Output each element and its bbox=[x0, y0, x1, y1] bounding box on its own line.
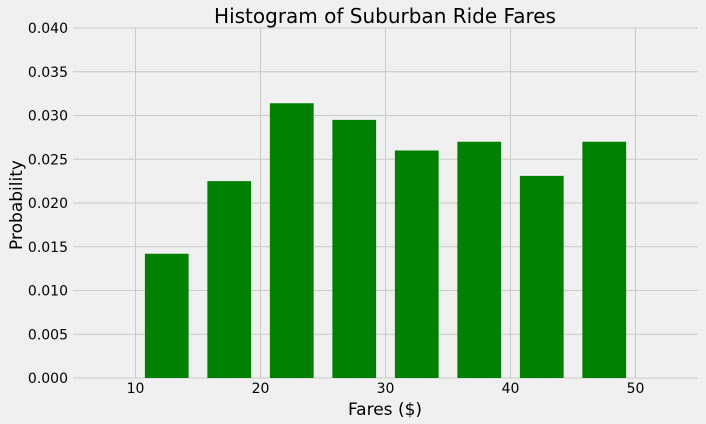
histogram-bar bbox=[207, 181, 252, 378]
x-axis-ticks: 10 20 30 40 50 bbox=[127, 381, 645, 397]
y-tick-label: 0.025 bbox=[28, 152, 68, 168]
y-axis-label: Probability bbox=[7, 160, 27, 250]
histogram-bar bbox=[394, 150, 439, 378]
x-tick-label: 20 bbox=[252, 381, 270, 397]
y-tick-label: 0.035 bbox=[28, 65, 68, 81]
x-tick-label: 50 bbox=[627, 381, 645, 397]
y-tick-label: 0.010 bbox=[28, 284, 68, 300]
histogram-bar bbox=[582, 141, 627, 378]
histogram-bar bbox=[269, 103, 314, 378]
y-tick-label: 0.015 bbox=[28, 240, 68, 256]
histogram-bar bbox=[519, 175, 564, 378]
y-tick-label: 0.040 bbox=[28, 21, 68, 37]
chart-title: Histogram of Suburban Ride Fares bbox=[214, 4, 556, 28]
x-axis-label: Fares ($) bbox=[348, 400, 422, 420]
x-tick-label: 40 bbox=[502, 381, 520, 397]
histogram-bar bbox=[332, 119, 377, 378]
bars bbox=[144, 103, 627, 378]
grid-lines bbox=[73, 27, 698, 379]
y-tick-label: 0.020 bbox=[28, 196, 68, 212]
y-tick-label: 0.000 bbox=[28, 371, 68, 387]
x-tick-label: 30 bbox=[377, 381, 395, 397]
y-axis-ticks: 0.000 0.005 0.010 0.015 0.020 0.025 0.030 0.035… bbox=[28, 21, 68, 387]
x-tick-label: 10 bbox=[127, 381, 145, 397]
histogram-bar bbox=[144, 253, 189, 378]
y-tick-label: 0.005 bbox=[28, 327, 68, 343]
histogram-bar bbox=[457, 141, 502, 378]
y-tick-label: 0.030 bbox=[28, 109, 68, 125]
